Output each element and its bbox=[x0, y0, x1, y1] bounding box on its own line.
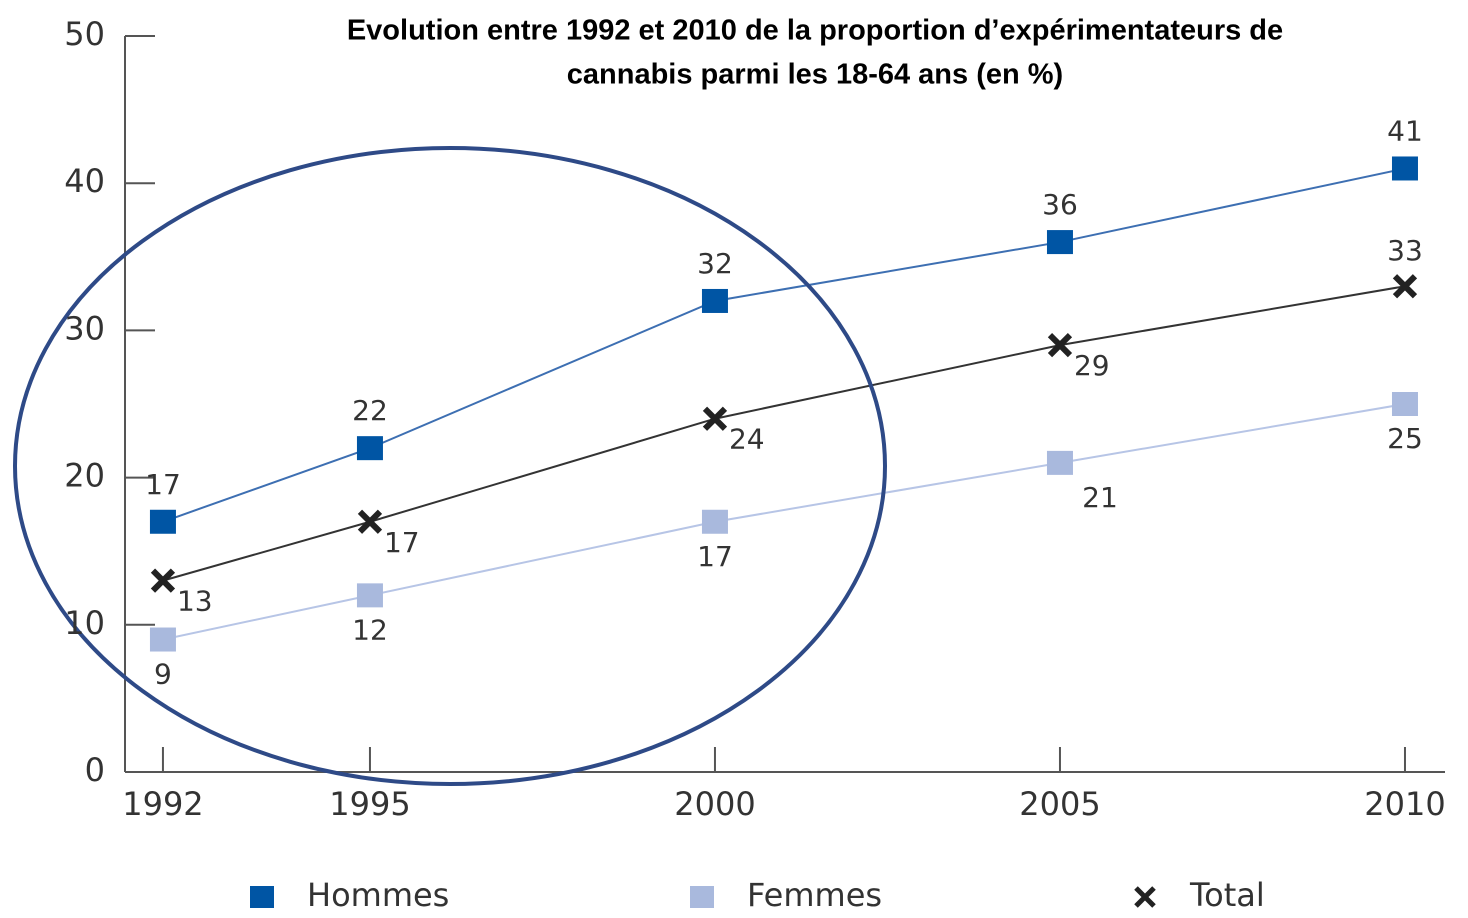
legend-label: Femmes bbox=[747, 876, 882, 914]
y-tick-label: 0 bbox=[85, 751, 105, 789]
marker bbox=[1046, 450, 1073, 475]
marker bbox=[701, 288, 728, 313]
marker bbox=[702, 406, 728, 431]
y-tick-label: 20 bbox=[64, 457, 105, 495]
x-tick-label: 2005 bbox=[1019, 785, 1100, 823]
y-tick-label: 40 bbox=[64, 162, 105, 200]
x-tick-label: 2010 bbox=[1364, 785, 1445, 823]
data-label: 21 bbox=[1082, 481, 1118, 514]
highlight-ellipse bbox=[13, 146, 887, 786]
chart-title: cannabis parmi les 18-64 ans (en %) bbox=[567, 59, 1063, 91]
y-tick-label: 50 bbox=[64, 15, 105, 53]
data-label: 36 bbox=[1042, 188, 1078, 221]
series-line bbox=[162, 403, 1406, 641]
marker bbox=[356, 436, 383, 461]
y-tick-label: 10 bbox=[64, 604, 105, 642]
data-label: 12 bbox=[352, 613, 388, 646]
x-tick-label: 2000 bbox=[674, 785, 755, 823]
series-line bbox=[162, 167, 1406, 523]
data-label: 13 bbox=[177, 585, 213, 618]
data-label: 29 bbox=[1074, 349, 1110, 382]
data-label: 17 bbox=[697, 540, 733, 573]
y-tick-label: 30 bbox=[64, 309, 105, 347]
data-label: 41 bbox=[1387, 114, 1423, 147]
data-label: 9 bbox=[154, 658, 172, 691]
marker bbox=[1046, 230, 1073, 255]
marker bbox=[701, 509, 728, 534]
marker bbox=[1047, 332, 1073, 358]
legend-label: Total bbox=[1189, 876, 1265, 914]
x-tick-label: 1995 bbox=[329, 785, 410, 823]
data-label: 17 bbox=[384, 526, 420, 559]
legend-marker bbox=[250, 886, 274, 908]
data-label: 25 bbox=[1387, 422, 1423, 455]
data-label: 17 bbox=[145, 468, 181, 501]
data-label: 33 bbox=[1387, 234, 1423, 267]
chart-title: Evolution entre 1992 et 2010 de la propo… bbox=[347, 15, 1283, 47]
legend-marker bbox=[690, 886, 714, 908]
marker bbox=[149, 509, 176, 534]
legend-label: Hommes bbox=[307, 876, 449, 914]
marker bbox=[357, 509, 383, 534]
series-line bbox=[162, 285, 1406, 582]
data-label: 24 bbox=[729, 423, 765, 456]
data-label: 22 bbox=[352, 394, 388, 427]
legend-marker bbox=[1134, 886, 1156, 908]
marker bbox=[150, 568, 176, 593]
plot bbox=[149, 156, 1418, 652]
marker bbox=[1391, 156, 1418, 181]
marker bbox=[1392, 274, 1418, 299]
marker bbox=[1391, 392, 1418, 416]
data-label: 32 bbox=[697, 247, 733, 280]
marker bbox=[356, 583, 383, 608]
x-tick-label: 1992 bbox=[122, 785, 203, 823]
marker bbox=[149, 627, 176, 652]
